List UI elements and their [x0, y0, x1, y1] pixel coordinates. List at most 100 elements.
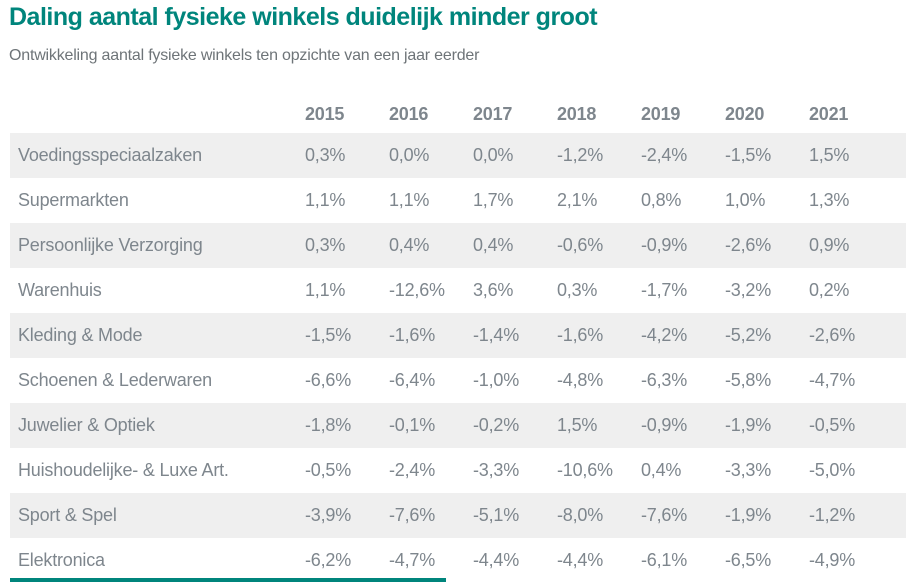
value-cell: -5,2%: [725, 325, 772, 345]
value-cell: 1,1%: [305, 190, 346, 210]
value-cell: -0,9%: [641, 235, 688, 255]
value-cell: -1,8%: [305, 415, 352, 435]
value-cell: -6,2%: [305, 550, 352, 570]
value-cell: -6,4%: [389, 370, 436, 390]
row-label: Elektronica: [18, 550, 105, 570]
value-cell: -1,9%: [725, 505, 772, 525]
value-cell: -4,7%: [389, 550, 436, 570]
winkels-table: 2015 2016 2017 2018 2019 2020 2021 Voedingsspe…: [10, 95, 906, 582]
row-label: Voedingsspeciaalzaken: [18, 145, 202, 165]
column-header-2018: 2018: [557, 103, 597, 124]
column-header-2015: 2015: [305, 103, 345, 124]
value-cell: -1,2%: [557, 145, 604, 165]
value-cell: -1,5%: [725, 145, 772, 165]
value-cell: -2,6%: [725, 235, 772, 255]
value-cell: -0,2%: [473, 415, 520, 435]
table-row: Juwelier & Optiek -1,8% -0,1% -0,2% 1,5% -0,9…: [10, 403, 906, 448]
row-label: Sport & Spel: [18, 505, 117, 525]
value-cell: -4,4%: [557, 550, 604, 570]
value-cell: -1,5%: [305, 325, 352, 345]
table-row: Sport & Spel -3,9% -7,6% -5,1% -8,0% -7,6% -1,…: [10, 493, 906, 538]
value-cell: -0,6%: [557, 235, 604, 255]
page-title: Daling aantal fysieke winkels duidelijk …: [9, 3, 598, 31]
bottom-accent-bar: [10, 578, 446, 582]
row-label: Juwelier & Optiek: [18, 415, 155, 435]
value-cell: 1,5%: [809, 145, 850, 165]
value-cell: -8,0%: [557, 505, 604, 525]
table-row: Persoonlijke Verzorging 0,3% 0,4% 0,4% -0,6%…: [10, 223, 906, 268]
column-header-2017: 2017: [473, 103, 513, 124]
value-cell: -1,6%: [557, 325, 604, 345]
value-cell: 1,1%: [389, 190, 430, 210]
value-cell: -7,6%: [389, 505, 436, 525]
value-cell: -5,0%: [809, 460, 856, 480]
value-cell: 0,9%: [809, 235, 850, 255]
value-cell: -0,9%: [641, 415, 688, 435]
value-cell: -4,8%: [557, 370, 604, 390]
row-label: Schoenen & Lederwaren: [18, 370, 212, 390]
value-cell: -3,2%: [725, 280, 772, 300]
value-cell: -12,6%: [389, 280, 445, 300]
value-cell: -2,6%: [809, 325, 856, 345]
value-cell: -1,9%: [725, 415, 772, 435]
table-row: Schoenen & Lederwaren -6,6% -6,4% -1,0% -4,8…: [10, 358, 906, 403]
row-label: Kleding & Mode: [18, 325, 143, 345]
value-cell: -5,1%: [473, 505, 520, 525]
value-cell: -0,5%: [305, 460, 352, 480]
value-cell: 1,0%: [725, 190, 766, 210]
value-cell: 0,0%: [473, 145, 514, 165]
value-cell: 0,4%: [473, 235, 514, 255]
value-cell: 0,0%: [389, 145, 430, 165]
value-cell: -4,9%: [809, 550, 856, 570]
table-row: Kleding & Mode -1,5% -1,6% -1,4% -1,6% -4,2% -…: [10, 313, 906, 358]
row-label: Huishoudelijke- & Luxe Art.: [18, 460, 229, 480]
column-header-2020: 2020: [725, 103, 765, 124]
value-cell: 0,4%: [641, 460, 682, 480]
value-cell: 3,6%: [473, 280, 514, 300]
value-cell: -1,7%: [641, 280, 688, 300]
value-cell: -5,8%: [725, 370, 772, 390]
value-cell: -1,2%: [809, 505, 856, 525]
value-cell: 2,1%: [557, 190, 598, 210]
value-cell: 0,3%: [305, 235, 346, 255]
table-row: Huishoudelijke- & Luxe Art. -0,5% -2,4% -3,…: [10, 448, 906, 493]
column-header-2021: 2021: [809, 103, 849, 124]
value-cell: -4,7%: [809, 370, 856, 390]
value-cell: -7,6%: [641, 505, 688, 525]
value-cell: 0,4%: [389, 235, 430, 255]
value-cell: 0,8%: [641, 190, 682, 210]
table-row: Supermarkten 1,1% 1,1% 1,7% 2,1% 0,8% 1,0% 1,3%: [10, 178, 906, 223]
value-cell: -1,6%: [389, 325, 436, 345]
value-cell: 0,2%: [809, 280, 850, 300]
value-cell: -0,1%: [389, 415, 436, 435]
value-cell: 1,1%: [305, 280, 346, 300]
table-row: Elektronica -6,2% -4,7% -4,4% -4,4% -6,1% -6,5…: [10, 538, 906, 582]
row-label: Persoonlijke Verzorging: [18, 235, 203, 255]
row-label: Supermarkten: [18, 190, 129, 210]
value-cell: 1,7%: [473, 190, 514, 210]
value-cell: -6,5%: [725, 550, 772, 570]
value-cell: -4,4%: [473, 550, 520, 570]
value-cell: -3,3%: [473, 460, 520, 480]
value-cell: -4,2%: [641, 325, 688, 345]
value-cell: 1,3%: [809, 190, 850, 210]
row-label: Warenhuis: [18, 280, 102, 300]
value-cell: -2,4%: [389, 460, 436, 480]
value-cell: -1,0%: [473, 370, 520, 390]
value-cell: -6,1%: [641, 550, 688, 570]
page-subtitle: Ontwikkeling aantal fysieke winkels ten …: [9, 47, 480, 64]
value-cell: -10,6%: [557, 460, 613, 480]
value-cell: -1,4%: [473, 325, 520, 345]
value-cell: 0,3%: [557, 280, 598, 300]
value-cell: -6,3%: [641, 370, 688, 390]
value-cell: -3,3%: [725, 460, 772, 480]
table-body: Voedingsspeciaalzaken 0,3% 0,0% 0,0% -1,2% -2…: [10, 133, 906, 582]
table-row: Warenhuis 1,1% -12,6% 3,6% 0,3% -1,7% -3,2% 0,2…: [10, 268, 906, 313]
table-row: Voedingsspeciaalzaken 0,3% 0,0% 0,0% -1,2% -2…: [10, 133, 906, 178]
value-cell: -3,9%: [305, 505, 352, 525]
table-header-row: 2015 2016 2017 2018 2019 2020 2021: [10, 95, 906, 133]
column-header-2019: 2019: [641, 103, 681, 124]
value-cell: -0,5%: [809, 415, 856, 435]
column-header-2016: 2016: [389, 103, 429, 124]
